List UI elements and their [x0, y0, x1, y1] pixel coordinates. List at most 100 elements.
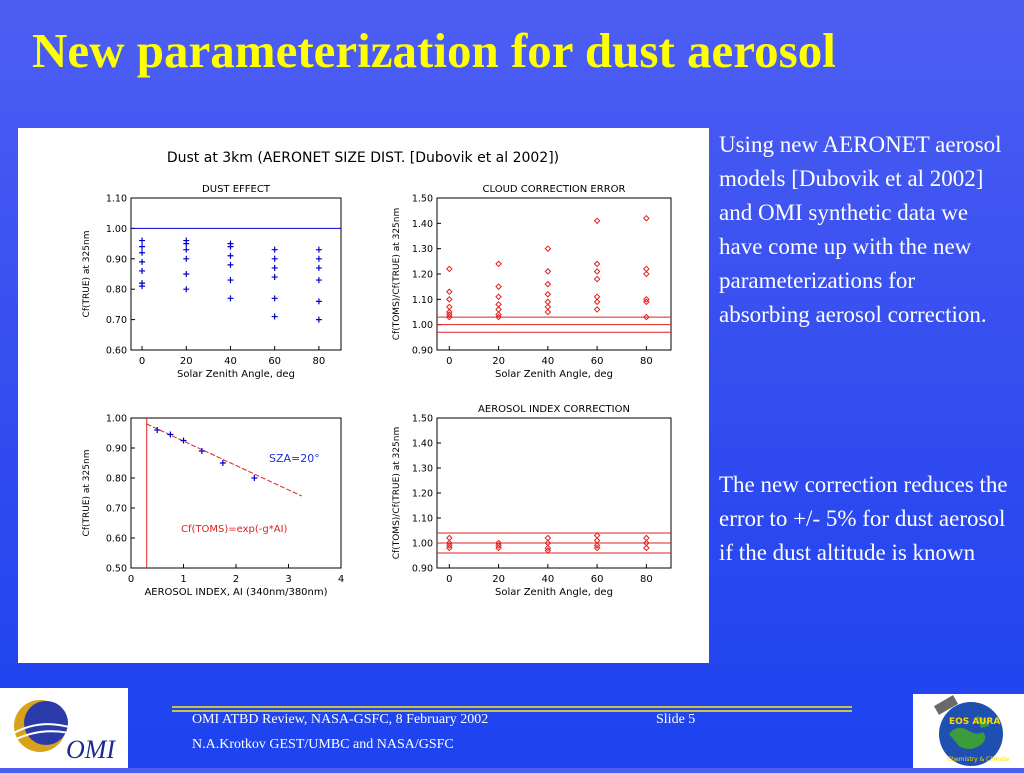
- data-point: [593, 306, 601, 313]
- data-point: [139, 249, 146, 256]
- x-tick-label: 40: [224, 356, 237, 367]
- data-point: [271, 313, 278, 320]
- data-point: [593, 268, 601, 275]
- data-point: [593, 217, 601, 225]
- data-point: [271, 264, 278, 271]
- x-tick-label: 60: [268, 356, 281, 367]
- data-point: [446, 265, 453, 273]
- data-point: [544, 544, 552, 552]
- data-point: [495, 260, 502, 268]
- plot-frame: [130, 197, 342, 351]
- figure-svg: Dust at 3km (AERONET SIZE DIST. [Dubovik…: [82, 150, 672, 598]
- fit-line: [146, 423, 302, 497]
- y-tick-label: 1.50: [412, 414, 433, 425]
- x-tick-label: 20: [492, 356, 505, 367]
- y-tick-label: 0.70: [106, 504, 127, 515]
- x-tick-label: 40: [541, 574, 554, 585]
- x-tick-label: 60: [591, 574, 604, 585]
- y-tick-label: 0.90: [412, 564, 433, 575]
- y-tick-label: 0.90: [106, 444, 127, 455]
- data-point: [495, 544, 502, 552]
- footer-rule-top: [172, 706, 852, 708]
- x-tick-label: 40: [541, 356, 554, 367]
- data-point: [139, 237, 146, 244]
- x-tick-label: 4: [338, 574, 344, 585]
- y-tick-label: 1.50: [412, 194, 433, 205]
- data-point: [315, 246, 322, 253]
- data-point: [139, 283, 146, 290]
- eos-aura-logo-text: EOS AURA: [949, 717, 1001, 727]
- data-point: [593, 542, 601, 549]
- x-axis-label: AEROSOL INDEX, AI (340nm/380nm): [144, 587, 327, 598]
- y-tick-label: 1.00: [412, 320, 433, 331]
- data-point: [227, 252, 234, 259]
- y-tick-label: 1.00: [106, 224, 127, 235]
- data-point: [544, 290, 552, 298]
- x-tick-label: 0: [139, 356, 145, 367]
- y-tick-label: 0.80: [106, 285, 127, 296]
- x-tick-label: 0: [128, 574, 134, 585]
- data-point: [495, 313, 502, 321]
- omi-logo-text: OMI: [66, 735, 116, 764]
- data-point: [183, 255, 190, 262]
- y-tick-label: 1.40: [412, 439, 433, 450]
- x-tick-label: 80: [640, 574, 653, 585]
- annotation-sza: SZA=20°: [269, 452, 320, 465]
- x-tick-label: 3: [285, 574, 291, 585]
- data-point: [544, 280, 552, 288]
- y-axis-label: Cf(TRUE) at 325nm: [82, 450, 92, 537]
- body-paragraph-1: Using new AERONET aerosol models [Dubovi…: [719, 132, 1002, 327]
- data-point: [643, 270, 650, 278]
- data-point: [227, 277, 234, 284]
- eos-aura-logo: EOS AURA Chemistry & Climate: [913, 694, 1024, 768]
- footer-rule-bottom: [172, 710, 852, 712]
- data-point: [495, 311, 502, 318]
- data-point: [167, 431, 174, 438]
- data-point: [271, 295, 278, 302]
- x-axis-label: Solar Zenith Angle, deg: [177, 369, 295, 380]
- figure-panel: Dust at 3km (AERONET SIZE DIST. [Dubovik…: [18, 128, 709, 663]
- data-point: [446, 288, 453, 296]
- data-point: [544, 547, 552, 554]
- plot-frame: [436, 197, 672, 351]
- data-point: [198, 448, 205, 454]
- data-point: [643, 298, 650, 306]
- data-point: [271, 274, 278, 281]
- plot-frame: [436, 417, 672, 569]
- data-point: [154, 427, 161, 433]
- data-point: [227, 261, 234, 268]
- data-point: [593, 544, 601, 552]
- y-tick-label: 1.00: [106, 414, 127, 425]
- x-tick-label: 0: [446, 356, 452, 367]
- data-point: [593, 260, 601, 268]
- data-point: [495, 293, 502, 301]
- plot-frame: [130, 417, 342, 569]
- x-tick-label: 20: [492, 574, 505, 585]
- y-tick-label: 1.30: [412, 464, 433, 475]
- data-point: [139, 258, 146, 265]
- data-point: [643, 313, 650, 321]
- data-point: [495, 283, 502, 290]
- data-point: [446, 544, 453, 552]
- data-point: [544, 245, 552, 252]
- y-tick-label: 1.10: [412, 514, 433, 525]
- y-tick-label: 0.50: [106, 564, 127, 575]
- data-point: [219, 460, 226, 466]
- data-point: [495, 542, 502, 549]
- eos-aura-logo-subtext: Chemistry & Climate: [947, 756, 1010, 763]
- data-point: [271, 255, 278, 262]
- data-point: [315, 298, 322, 305]
- x-axis-label: Solar Zenith Angle, deg: [495, 587, 613, 598]
- data-point: [183, 240, 190, 247]
- data-point: [183, 286, 190, 293]
- data-point: [315, 264, 322, 271]
- y-tick-label: 1.20: [412, 489, 433, 500]
- data-point: [183, 271, 190, 277]
- x-tick-label: 20: [180, 356, 193, 367]
- y-tick-label: 0.60: [106, 346, 127, 357]
- data-point: [315, 277, 322, 284]
- data-point: [446, 311, 453, 318]
- data-point: [446, 313, 453, 321]
- y-tick-label: 0.80: [106, 474, 127, 485]
- data-point: [446, 296, 453, 303]
